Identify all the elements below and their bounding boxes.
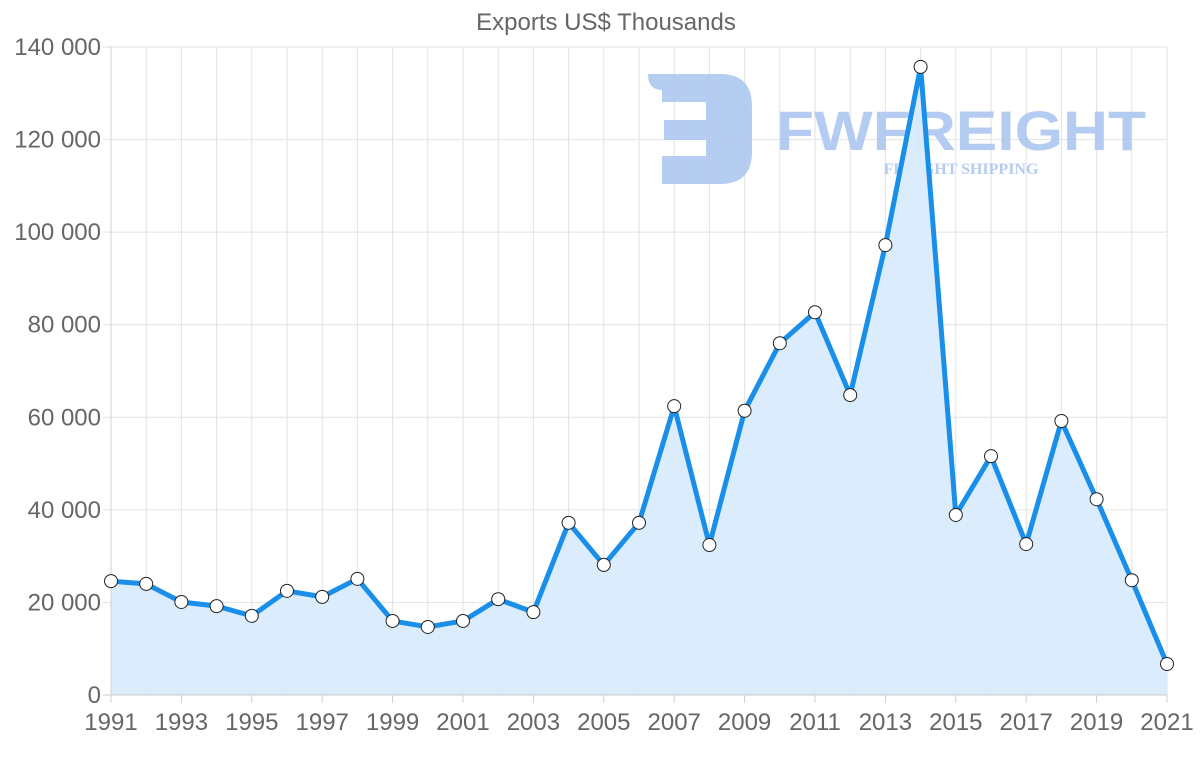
data-point <box>104 574 118 589</box>
data-points <box>104 59 1174 671</box>
data-point <box>1019 537 1034 552</box>
data-point <box>702 538 717 553</box>
data-point <box>491 592 506 607</box>
data-point <box>737 403 752 418</box>
y-axis-ticks: 0 20 000 40 000 60 000 80 000 100 000 120 000 1… <box>14 34 101 709</box>
x-tick-label: 2011 <box>789 709 841 736</box>
data-point <box>948 507 963 522</box>
x-tick-label: 1997 <box>296 709 349 736</box>
y-tick-label: 100 000 <box>14 219 101 246</box>
x-tick-label: 1993 <box>155 709 208 736</box>
data-point <box>632 515 646 530</box>
data-point <box>174 594 189 609</box>
data-point <box>984 449 998 464</box>
x-tick-label: 2015 <box>929 709 982 736</box>
y-tick-label: 120 000 <box>14 127 101 154</box>
x-tick-label: 2001 <box>436 709 489 736</box>
watermark-brand: FWFREIGHT <box>776 99 1146 162</box>
x-axis-ticks: 1991 1993 1995 1997 1999 2001 2003 2005 2007 2009… <box>84 709 1193 736</box>
area-fill-path <box>111 66 1167 696</box>
data-point <box>350 571 365 586</box>
data-point <box>667 399 682 414</box>
data-point <box>526 605 541 620</box>
chart-title: Exports US$ Thousands <box>476 9 736 36</box>
x-tick-label: 1999 <box>366 709 419 736</box>
data-point <box>1089 492 1104 507</box>
y-tick-label: 0 <box>88 682 101 709</box>
data-point <box>808 305 822 320</box>
data-point <box>385 613 400 628</box>
data-point <box>561 515 576 530</box>
x-tick-label: 2019 <box>1070 709 1123 736</box>
data-point <box>878 238 893 253</box>
x-tick-label: 2005 <box>577 709 630 736</box>
data-point <box>913 59 928 74</box>
data-point <box>139 576 154 591</box>
data-point <box>596 557 611 572</box>
data-point <box>244 608 259 623</box>
area-fill <box>111 66 1167 696</box>
data-point <box>1054 413 1069 428</box>
data-point <box>1124 573 1139 588</box>
y-tick-label: 80 000 <box>28 312 101 339</box>
y-tick-label: 140 000 <box>14 34 101 61</box>
x-tick-label: 2013 <box>859 709 912 736</box>
y-tick-label: 20 000 <box>28 589 101 616</box>
fwfreight-logo-icon <box>648 74 752 184</box>
fwfreight-watermark: FWFREIGHT FREIGHT SHIPPING <box>648 74 1146 184</box>
data-point <box>772 336 787 351</box>
x-tick-label: 1991 <box>84 709 137 736</box>
data-point <box>280 583 294 598</box>
data-point <box>1160 656 1174 671</box>
y-tick-label: 40 000 <box>28 497 101 524</box>
axes <box>103 47 1168 703</box>
x-tick-label: 2007 <box>648 709 701 736</box>
data-point <box>209 599 224 614</box>
data-point <box>420 619 435 634</box>
x-tick-label: 2021 <box>1140 709 1193 736</box>
data-point <box>315 589 330 604</box>
data-point <box>456 613 470 628</box>
data-point <box>843 388 858 403</box>
x-tick-label: 2017 <box>1000 709 1053 736</box>
x-tick-label: 2003 <box>507 709 560 736</box>
x-tick-label: 2009 <box>718 709 771 736</box>
x-tick-label: 1995 <box>225 709 278 736</box>
y-tick-label: 60 000 <box>28 404 101 431</box>
